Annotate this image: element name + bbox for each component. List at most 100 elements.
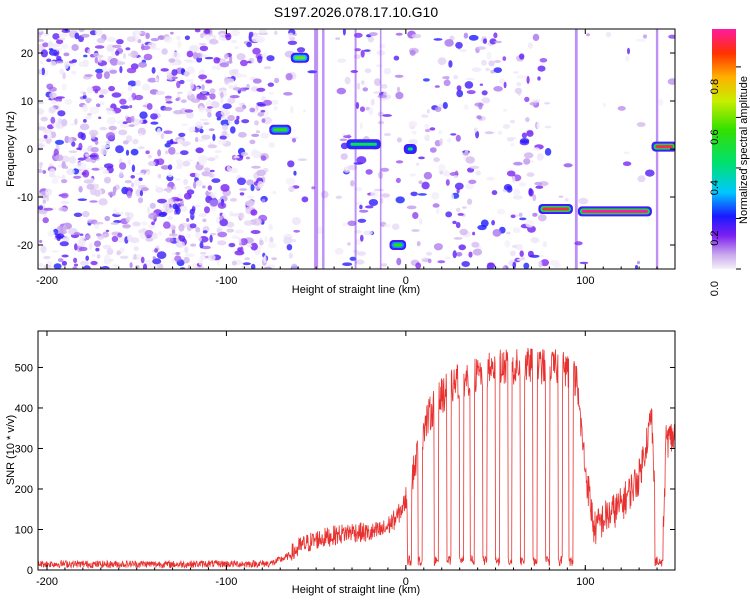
spectrogram-speckle [381, 193, 390, 198]
spectrogram-speckle [224, 76, 229, 85]
spectrogram-speckle [69, 123, 76, 126]
spectrogram-speckle [493, 32, 498, 39]
spectrogram-speckle [47, 40, 53, 49]
spectrogram-speckle [223, 53, 229, 60]
spectrogram-speckle [244, 257, 251, 261]
snr-ticks: -200 -100 0 100 0 100 200 300 400 500 [15, 331, 676, 588]
spectrogram-speckle [111, 92, 122, 98]
snr-y-tick-label: 500 [15, 362, 33, 374]
snr-y-tick-label: 100 [15, 524, 33, 536]
spectrogram-speckle [195, 147, 204, 154]
spectrogram-speckle [165, 150, 169, 155]
spectrogram-speckle [85, 153, 89, 157]
spectrogram-speckle [465, 156, 475, 164]
spectrogram-speckle [183, 59, 193, 62]
spectrogram-speckle [58, 207, 68, 212]
spectrogram-speckle [450, 133, 457, 136]
spectrogram-speckle [68, 137, 73, 144]
spectrogram-speckle [94, 140, 99, 145]
spectrogram-speckle [252, 218, 262, 226]
spectrogram-speckle [205, 100, 213, 108]
spectrogram-speckle [527, 42, 533, 49]
spectrogram-speckle [617, 106, 626, 111]
spectrogram-speckle [532, 212, 538, 217]
spectrogram-speckle [38, 29, 43, 33]
spectrogram-speckle [201, 134, 211, 140]
spectrogram-speckle [77, 198, 88, 201]
spectrogram-speckle [57, 110, 66, 117]
spectrogram-speckle [381, 83, 388, 89]
spectrogram-speckle [167, 171, 173, 178]
spectrogram-speckle [82, 92, 87, 96]
spectrogram-speckle [149, 202, 156, 209]
spectrogram-speckle [288, 186, 295, 193]
spectrogram-speckle [171, 225, 176, 231]
spectrogram-speckle [367, 35, 375, 43]
spectrogram-speckle [95, 233, 102, 237]
spectrogram-speckle [406, 205, 417, 210]
spectrogram-speckle [220, 109, 230, 116]
spectrogram-speckle [417, 193, 427, 196]
spectrogram-speckle [252, 47, 261, 55]
spectrogram-speckle [199, 128, 204, 134]
spectrogram-speckle [73, 263, 79, 267]
spectrogram-speckle [199, 118, 209, 122]
spectrogram-x-tick-label: -200 [36, 275, 58, 287]
spectrogram-speckle [519, 138, 530, 144]
spectrogram-speckle [636, 122, 646, 127]
spectrogram-speckle [489, 38, 497, 45]
spectrogram-speckle [85, 255, 89, 261]
spectrogram-speckle [49, 92, 57, 98]
spectrogram-speckle [100, 144, 111, 148]
spectrogram-speckle [83, 119, 87, 123]
spectrogram-speckle [138, 61, 148, 68]
spectrogram-speckle [133, 179, 142, 187]
spectrogram-speckle [154, 78, 159, 82]
spectrogram-speckle [409, 49, 416, 56]
spectrogram-speckle [38, 262, 44, 267]
spectrogram-speckle [42, 42, 49, 48]
spectrogram-speckle [175, 241, 185, 248]
spectrogram-speckle [184, 246, 189, 254]
spectrogram-speckle [532, 147, 540, 151]
spectrogram-speckle [220, 119, 230, 127]
spectrogram-speckle [154, 108, 160, 115]
spectrogram-speckle [418, 156, 425, 160]
spectrogram-speckle [226, 221, 235, 228]
spectrogram-speckle [456, 89, 464, 98]
spectrogram-speckle [202, 218, 207, 223]
spectrogram-speckle [137, 119, 143, 124]
spectrogram-speckle [178, 223, 185, 232]
spectrogram-speckle [237, 177, 246, 186]
spectrogram-speckle [543, 102, 551, 105]
spectrogram-speckle [63, 52, 70, 57]
spectrogram-speckle [165, 237, 174, 243]
spectrogram-speckle [291, 217, 301, 226]
spectrogram-speckle [297, 158, 307, 161]
spectrogram-speckle [232, 68, 239, 75]
spectrogram-speckle [207, 157, 216, 162]
spectrogram-speckle [534, 181, 543, 186]
spectrogram-speckle [431, 192, 440, 200]
spectrogram-speckle [195, 180, 200, 186]
spectrogram-speckle [476, 46, 487, 50]
spectrogram-speckle [54, 154, 64, 162]
spectrogram-speckle [493, 266, 500, 269]
spectrogram-speckle [209, 199, 219, 207]
spectrogram-speckle [42, 217, 49, 224]
spectrogram-speckle [61, 179, 68, 184]
spectrogram-speckle [516, 82, 522, 87]
spectrogram-speckle [103, 71, 110, 79]
spectrogram-speckle [240, 264, 251, 269]
spectrogram-speckle [525, 117, 530, 123]
spectrogram-speckle [133, 253, 137, 260]
spectrogram-speckle [112, 44, 122, 49]
spectrogram-speckle [59, 68, 64, 75]
spectrogram-speckle [411, 33, 422, 39]
spectrogram-speckle [471, 67, 482, 72]
spectrogram-speckle [130, 175, 135, 179]
spectrogram-speckle [61, 174, 66, 180]
spectrogram-speckle [203, 122, 210, 126]
spectrogram-speckle [130, 182, 135, 188]
spectrogram-speckle [526, 75, 530, 84]
